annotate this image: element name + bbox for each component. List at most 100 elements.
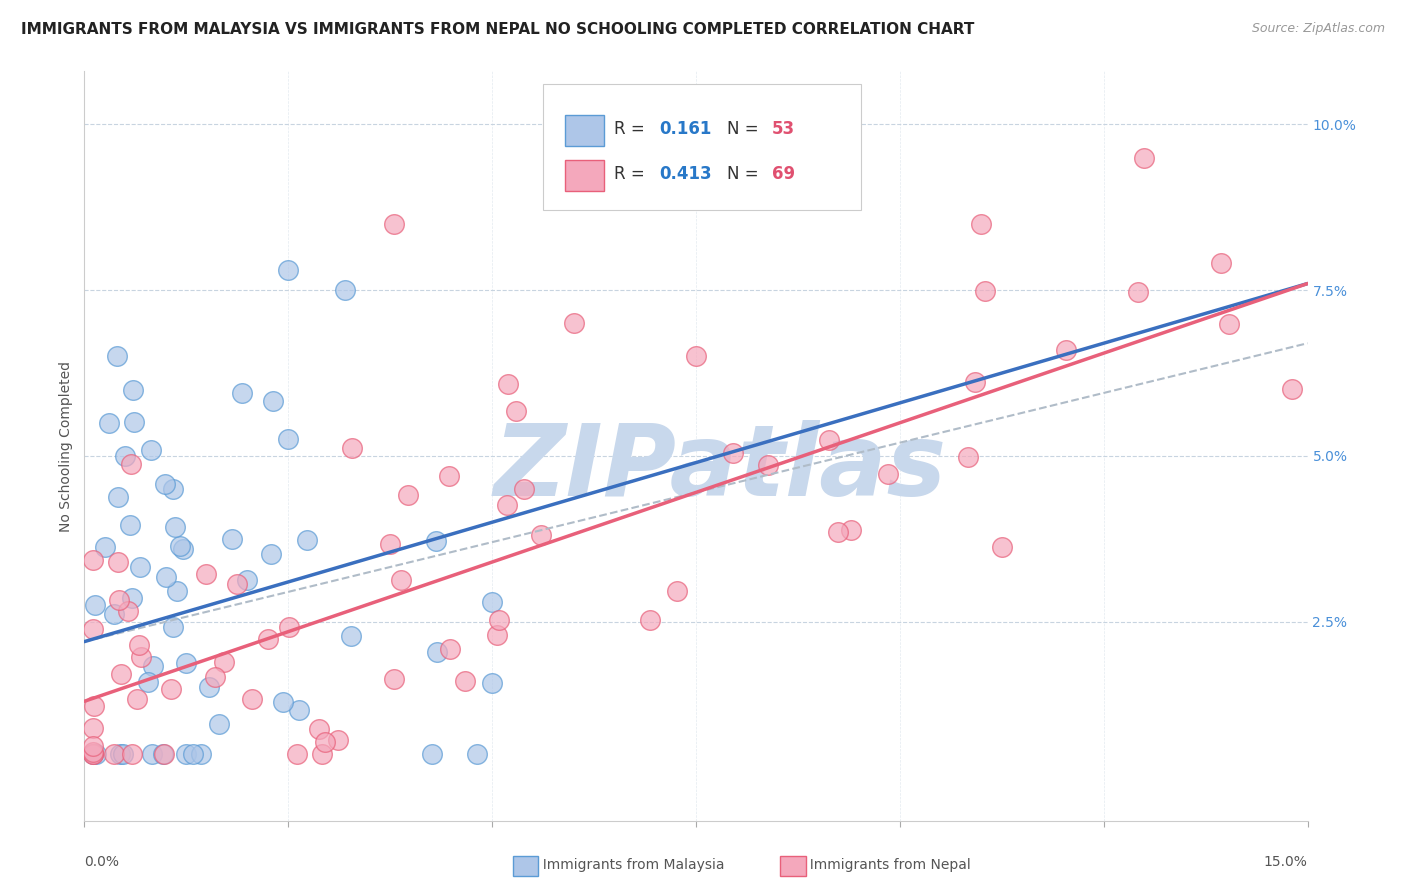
Point xyxy=(121,591,143,605)
Point xyxy=(94,540,117,554)
Point xyxy=(174,747,197,762)
Point xyxy=(488,613,510,627)
Point xyxy=(225,577,247,591)
Point xyxy=(194,567,217,582)
Point xyxy=(513,482,536,496)
Point xyxy=(120,457,142,471)
Point xyxy=(817,433,839,447)
Text: 0.413: 0.413 xyxy=(659,165,711,183)
Point xyxy=(382,672,405,686)
Point xyxy=(142,659,165,673)
Point xyxy=(454,674,477,689)
Y-axis label: No Schooling Completed: No Schooling Completed xyxy=(59,360,73,532)
Point xyxy=(221,532,243,546)
Point xyxy=(666,584,689,599)
Point xyxy=(827,524,849,539)
Point xyxy=(108,747,131,762)
Point xyxy=(162,620,184,634)
Point xyxy=(437,469,460,483)
Point xyxy=(162,482,184,496)
Point xyxy=(308,722,330,736)
Point xyxy=(84,598,107,612)
Point xyxy=(231,385,253,400)
Point xyxy=(481,595,503,609)
Point xyxy=(1281,382,1303,396)
FancyBboxPatch shape xyxy=(565,115,605,146)
Point xyxy=(82,622,104,636)
Text: 53: 53 xyxy=(772,120,794,138)
Point xyxy=(82,747,104,762)
Point xyxy=(110,667,132,681)
Point xyxy=(141,443,163,458)
Text: Immigrants from Nepal: Immigrants from Nepal xyxy=(801,858,972,872)
Text: 0.0%: 0.0% xyxy=(84,855,120,870)
Point xyxy=(82,739,104,753)
Point xyxy=(190,747,212,762)
Point xyxy=(326,732,349,747)
Point xyxy=(97,416,120,430)
Text: 15.0%: 15.0% xyxy=(1264,855,1308,870)
Point xyxy=(288,703,311,717)
Point xyxy=(107,555,129,569)
Text: ZIPatlas: ZIPatlas xyxy=(494,420,948,517)
Point xyxy=(198,680,221,694)
Point xyxy=(973,284,995,298)
Text: R =: R = xyxy=(614,120,650,138)
Point xyxy=(82,721,104,735)
Point xyxy=(108,592,131,607)
Point xyxy=(495,499,517,513)
Point xyxy=(121,747,143,762)
Point xyxy=(991,540,1014,554)
Point xyxy=(839,524,862,538)
Point xyxy=(257,632,280,646)
Point xyxy=(505,403,527,417)
Point xyxy=(82,747,104,762)
FancyBboxPatch shape xyxy=(565,160,605,191)
Text: N =: N = xyxy=(727,120,763,138)
Point xyxy=(235,573,257,587)
Point xyxy=(957,450,980,465)
Point xyxy=(128,638,150,652)
Point xyxy=(877,467,900,482)
Point xyxy=(163,520,186,534)
Point xyxy=(1211,256,1233,270)
Point xyxy=(1054,343,1077,357)
Point xyxy=(114,449,136,463)
Point xyxy=(111,747,134,762)
Point xyxy=(84,747,107,762)
Point xyxy=(721,445,744,459)
Point xyxy=(262,394,284,409)
Point xyxy=(169,540,191,554)
Point xyxy=(378,537,401,551)
Point xyxy=(420,747,443,762)
Point xyxy=(107,491,129,505)
Point xyxy=(530,528,553,542)
Point xyxy=(425,534,447,549)
Point xyxy=(82,747,104,762)
Point xyxy=(396,488,419,502)
Point xyxy=(131,649,153,664)
Point xyxy=(212,656,235,670)
Point xyxy=(172,542,194,557)
Point xyxy=(260,547,283,561)
Point xyxy=(83,699,105,714)
Point xyxy=(382,217,405,231)
Point xyxy=(314,734,336,748)
Point xyxy=(155,569,177,583)
Point xyxy=(1218,317,1240,331)
Point xyxy=(176,656,198,670)
Point xyxy=(340,629,363,643)
Point xyxy=(128,560,150,574)
Point xyxy=(208,717,231,731)
Text: 0.161: 0.161 xyxy=(659,120,711,138)
Point xyxy=(117,604,139,618)
Point xyxy=(136,675,159,690)
Point xyxy=(335,283,357,297)
Point xyxy=(562,316,585,330)
Text: IMMIGRANTS FROM MALAYSIA VS IMMIGRANTS FROM NEPAL NO SCHOOLING COMPLETED CORRELA: IMMIGRANTS FROM MALAYSIA VS IMMIGRANTS F… xyxy=(21,22,974,37)
Text: Immigrants from Malaysia: Immigrants from Malaysia xyxy=(534,858,724,872)
Point xyxy=(295,533,318,547)
Point xyxy=(285,747,308,762)
Point xyxy=(963,375,986,389)
Point xyxy=(166,584,188,599)
